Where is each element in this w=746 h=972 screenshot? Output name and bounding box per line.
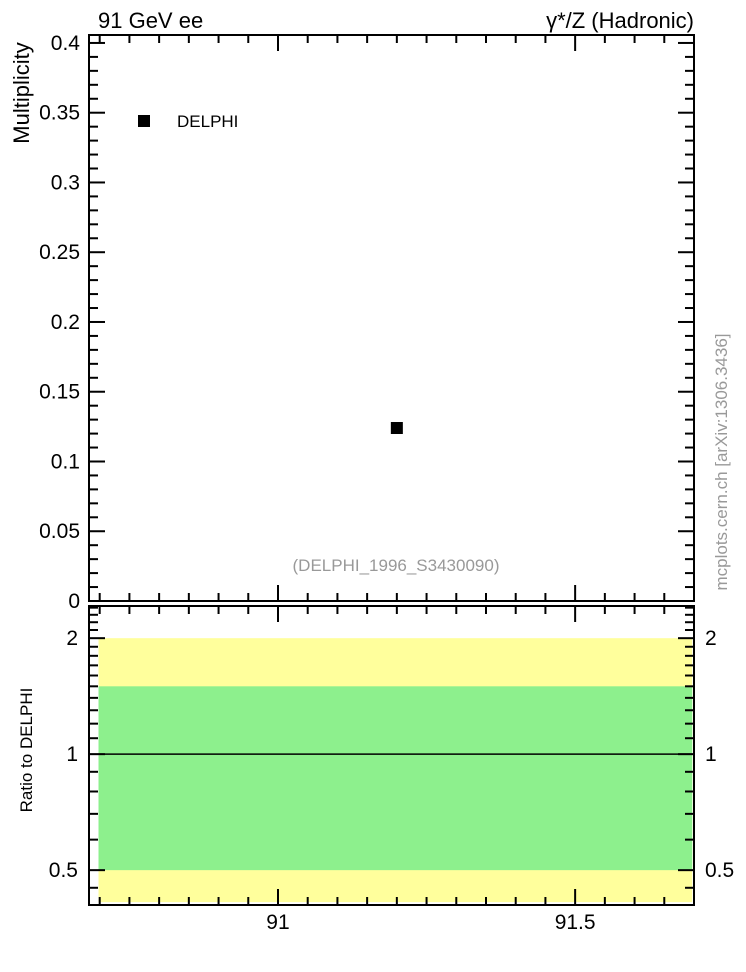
plot-title-right: γ*/Z (Hadronic) bbox=[546, 8, 694, 33]
x-tick-label: 91 bbox=[266, 911, 289, 934]
main-y-tick-label: 0.15 bbox=[39, 381, 80, 404]
ratio-y-tick-label-left: 1 bbox=[66, 743, 78, 766]
plot-title-left: 91 GeV ee bbox=[98, 8, 204, 33]
ratio-y-tick-label-right: 0.5 bbox=[705, 859, 734, 882]
ratio-y-tick-label-left: 0.5 bbox=[49, 859, 78, 882]
main-y-tick-label: 0.3 bbox=[51, 171, 80, 194]
mcplots-arxiv-sidenote: mcplots.cern.ch [arXiv:1306.3436] bbox=[712, 333, 731, 591]
data-point-delphi bbox=[390, 422, 403, 435]
ratio-panel-frame bbox=[88, 605, 695, 906]
legend-marker-filled-square bbox=[138, 115, 150, 127]
ratio-y-tick-label-left: 2 bbox=[66, 627, 78, 650]
ratio-y-tick-label-right: 1 bbox=[705, 743, 717, 766]
main-y-tick-label: 0.1 bbox=[51, 450, 80, 473]
analysis-reference-watermark: (DELPHI_1996_S3430090) bbox=[292, 556, 500, 575]
ratio-y-tick-label-right: 2 bbox=[705, 627, 717, 650]
main-y-tick-label: 0.35 bbox=[39, 102, 80, 125]
main-y-tick-label: 0.05 bbox=[39, 520, 80, 543]
main-panel-frame bbox=[88, 34, 695, 602]
x-tick-label: 91.5 bbox=[555, 911, 596, 934]
inner-uncertainty-band bbox=[98, 686, 693, 871]
y-axis-title-ratio: Ratio to DELPHI bbox=[17, 687, 36, 813]
legend-label: DELPHI bbox=[177, 112, 239, 131]
main-y-tick-label: 0.2 bbox=[51, 311, 80, 334]
y-axis-title-main: Multiplicity bbox=[9, 42, 34, 144]
main-y-tick-label: 0.4 bbox=[51, 32, 81, 55]
main-y-tick-label: 0.25 bbox=[39, 241, 80, 264]
legend bbox=[138, 115, 150, 127]
main-y-tick-label: 0 bbox=[68, 590, 80, 613]
